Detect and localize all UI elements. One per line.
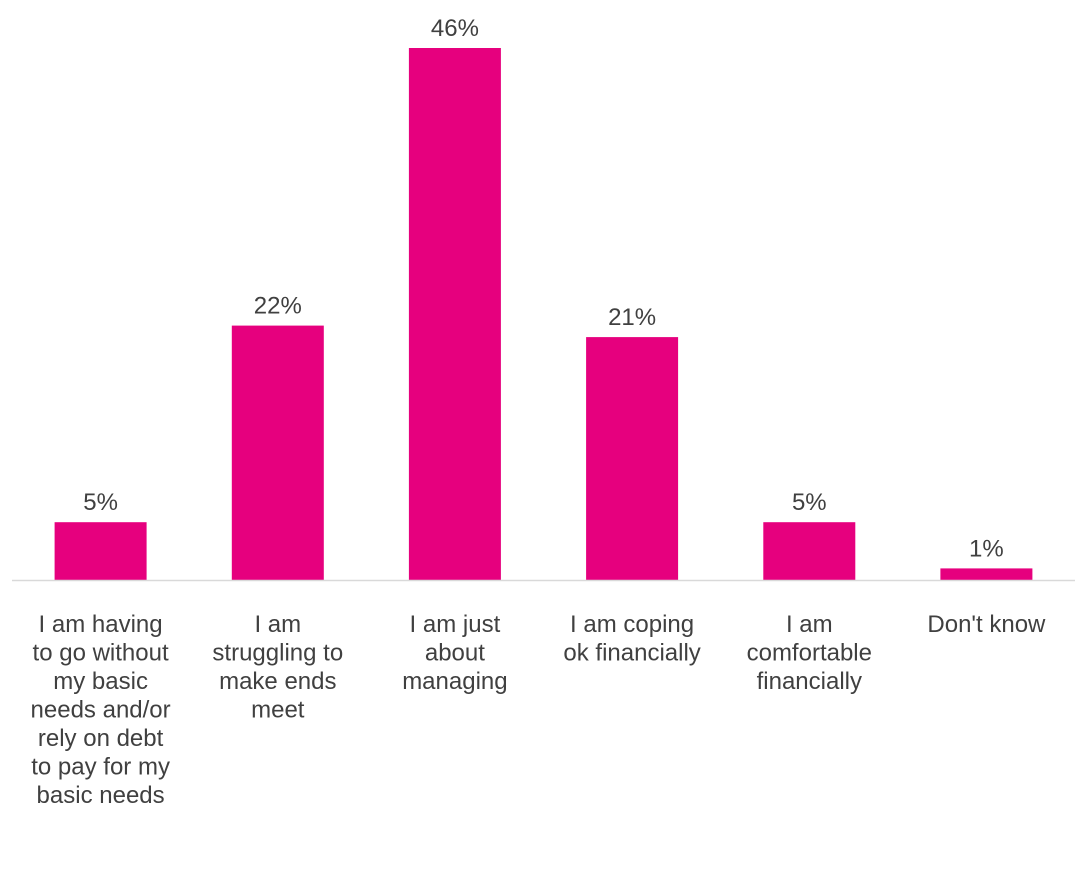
data-labels-layer: 5% 22% 46% 21% 5% 1% [83, 15, 1003, 562]
category-label-line: ok financially [563, 640, 700, 667]
category-label-line: rely on debt [38, 725, 164, 752]
data-label: 5% [83, 489, 118, 516]
category-label-line: I am [786, 611, 833, 638]
category-label: I am comfortable financially [747, 611, 872, 695]
bar [940, 568, 1033, 580]
category-label-line: I am just [410, 611, 501, 638]
data-label: 22% [254, 293, 302, 320]
category-label-line: meet [251, 697, 305, 724]
data-label: 21% [608, 304, 656, 331]
data-label: 1% [969, 535, 1004, 562]
category-label: I am having to go without my basic needs an… [31, 611, 171, 809]
data-label: 5% [792, 489, 827, 516]
category-label-line: my basic [53, 668, 148, 695]
category-label-line: financially [757, 668, 862, 695]
category-label-line: make ends [219, 668, 336, 695]
category-label-line: struggling to [212, 640, 343, 667]
category-label-line: to pay for my [31, 754, 170, 781]
category-label-line: comfortable [747, 640, 872, 667]
category-label-line: to go without [33, 640, 169, 667]
category-label-line: I am having [39, 611, 163, 638]
category-label: Don't know [927, 611, 1046, 638]
bar [54, 522, 147, 580]
bar [231, 325, 324, 580]
category-label-line: Don't know [927, 611, 1046, 638]
category-label-line: needs and/or [31, 697, 171, 724]
category-label: I am just about managing [402, 611, 507, 695]
bar [763, 522, 856, 580]
bar [408, 48, 501, 580]
category-label-line: about [425, 640, 485, 667]
category-label-line: managing [402, 668, 507, 695]
category-label: I am coping ok financially [563, 611, 700, 667]
category-label-line: I am [254, 611, 301, 638]
bars-layer [54, 48, 1033, 580]
bar [586, 337, 679, 580]
category-label: I am struggling to make ends meet [212, 611, 343, 724]
data-label: 46% [431, 15, 479, 42]
category-labels-layer: I am having to go without my basic needs an… [31, 611, 1047, 809]
category-label-line: basic needs [37, 782, 165, 809]
category-label-line: I am coping [570, 611, 694, 638]
